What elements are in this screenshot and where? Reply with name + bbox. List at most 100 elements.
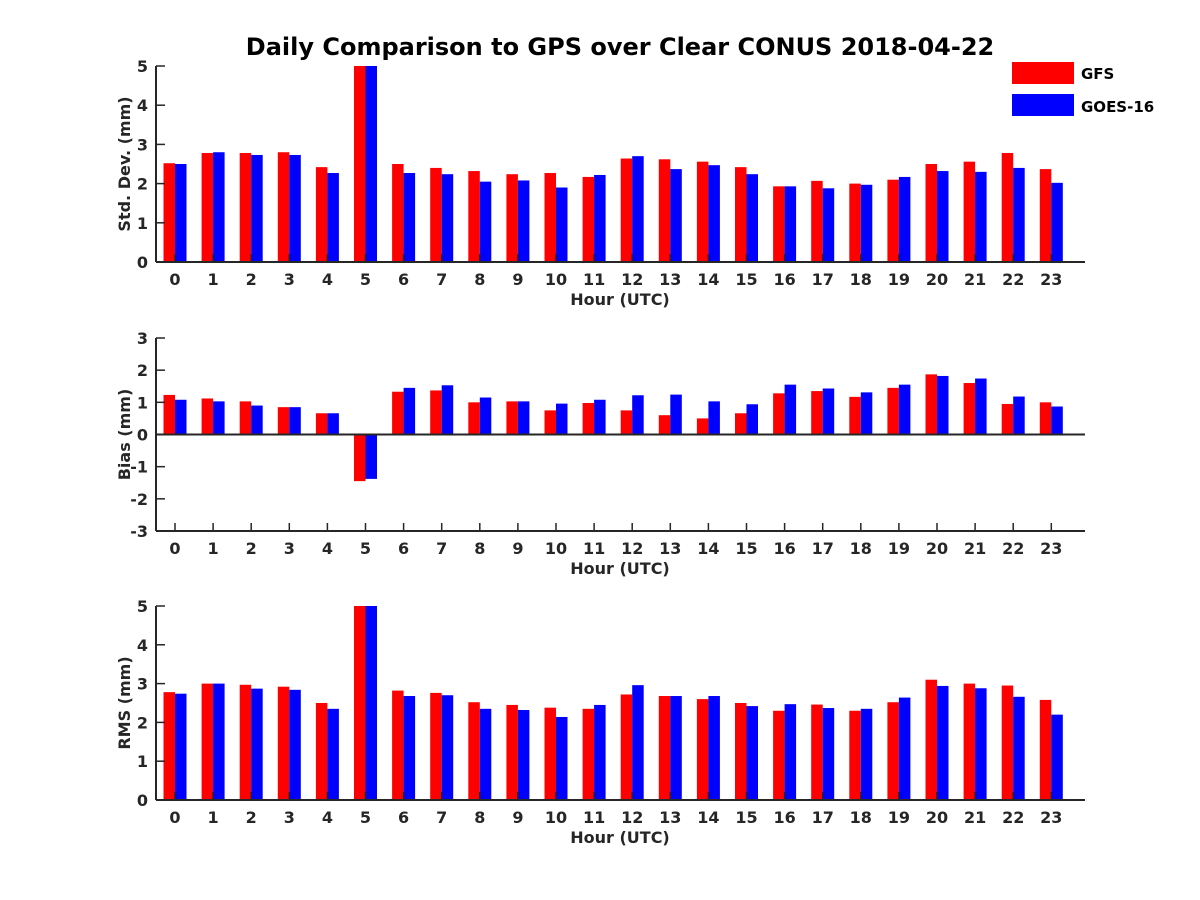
bar-bias-gfs-h8: [468, 402, 480, 435]
x-tick-label-bias-6: 6: [398, 539, 409, 558]
y-tick-label-rms-0: 0: [137, 791, 148, 810]
x-tick-label-bias-5: 5: [360, 539, 371, 558]
x-tick-label-bias-7: 7: [436, 539, 447, 558]
x-tick-label-std-dev-13: 13: [659, 270, 681, 289]
bar-std-dev-gfs-h15: [735, 167, 747, 262]
bar-std-dev-goes-h21: [975, 171, 987, 262]
x-tick-label-std-dev-4: 4: [322, 270, 333, 289]
bar-bias-goes-h15: [746, 404, 758, 435]
y-tick-label-std-dev-0: 0: [137, 253, 148, 272]
y-tick-label-rms-3: 3: [137, 675, 148, 694]
bar-rms-goes-h5: [365, 606, 377, 800]
x-tick-label-bias-8: 8: [474, 539, 485, 558]
x-tick-label-rms-16: 16: [773, 808, 795, 827]
bar-rms-goes-h0: [175, 693, 187, 800]
bar-bias-gfs-h18: [849, 396, 861, 435]
x-tick-label-rms-22: 22: [1002, 808, 1024, 827]
bar-rms-gfs-h20: [925, 679, 937, 800]
bar-std-dev-goes-h13: [670, 169, 682, 262]
x-tick-label-rms-23: 23: [1040, 808, 1062, 827]
bar-bias-goes-h16: [784, 384, 797, 435]
bar-rms-goes-h13: [670, 696, 682, 800]
bar-bias-goes-h17: [822, 388, 835, 435]
bar-std-dev-gfs-h3: [277, 152, 290, 262]
bar-rms-gfs-h14: [696, 699, 709, 800]
legend-swatch-goes: [1012, 94, 1074, 116]
x-tick-label-bias-15: 15: [735, 539, 757, 558]
bar-bias-goes-h5: [365, 434, 377, 479]
bar-rms-goes-h6: [403, 696, 416, 800]
legend: GFS GOES-16: [1012, 62, 1154, 116]
bar-std-dev-goes-h11: [594, 174, 606, 262]
y-tick-label-std-dev-3: 3: [137, 135, 148, 154]
bar-rms-gfs-h19: [887, 702, 899, 800]
x-tick-label-std-dev-23: 23: [1040, 270, 1062, 289]
bar-bias-gfs-h13: [658, 415, 671, 435]
bar-rms-gfs-h13: [658, 696, 671, 800]
x-tick-label-bias-3: 3: [284, 539, 295, 558]
bar-rms-goes-h18: [860, 708, 873, 800]
x-axis-label-rms: Hour (UTC): [570, 828, 670, 847]
bar-bias-goes-h20: [937, 375, 949, 435]
bar-rms-gfs-h1: [201, 683, 214, 800]
bar-std-dev-goes-h3: [289, 154, 301, 262]
bar-std-dev-goes-h5: [365, 66, 377, 262]
bar-bias-gfs-h22: [1001, 403, 1014, 435]
bar-rms-gfs-h3: [277, 686, 290, 800]
bar-rms-goes-h16: [784, 704, 797, 800]
y-tick-label-bias-6: 3: [137, 329, 148, 348]
x-tick-label-bias-20: 20: [926, 539, 948, 558]
y-tick-label-std-dev-5: 5: [137, 57, 148, 76]
x-tick-label-rms-0: 0: [169, 808, 180, 827]
bar-std-dev-goes-h22: [1013, 167, 1025, 262]
bar-std-dev-goes-h20: [937, 171, 949, 262]
bar-bias-gfs-h19: [887, 387, 899, 435]
x-tick-label-std-dev-14: 14: [697, 270, 719, 289]
bar-bias-gfs-h6: [392, 391, 404, 435]
bar-std-dev-gfs-h23: [1039, 169, 1052, 262]
x-tick-label-std-dev-16: 16: [773, 270, 795, 289]
bar-bias-goes-h18: [860, 392, 873, 435]
bar-rms-goes-h9: [517, 709, 530, 800]
x-tick-label-std-dev-1: 1: [208, 270, 219, 289]
y-axis-label-bias: Bias (mm): [115, 389, 134, 481]
x-tick-label-std-dev-6: 6: [398, 270, 409, 289]
y-tick-label-bias-4: 1: [137, 393, 148, 412]
bar-std-dev-gfs-h0: [163, 163, 175, 262]
x-tick-label-std-dev-0: 0: [169, 270, 180, 289]
bar-bias-gfs-h21: [963, 383, 976, 435]
bar-bias-goes-h10: [556, 403, 568, 435]
bar-std-dev-gfs-h6: [392, 164, 404, 262]
bar-std-dev-gfs-h10: [544, 173, 556, 262]
bar-bias-goes-h2: [251, 405, 263, 435]
bar-rms-gfs-h17: [811, 704, 823, 800]
bar-bias-gfs-h0: [163, 394, 175, 435]
bar-rms-goes-h10: [556, 716, 568, 800]
bar-bias-goes-h19: [898, 384, 911, 435]
x-tick-label-std-dev-10: 10: [545, 270, 567, 289]
y-tick-label-bias-0: -3: [130, 522, 148, 541]
bar-rms-goes-h2: [251, 688, 263, 800]
bar-std-dev-gfs-h8: [468, 171, 480, 262]
bar-bias-gfs-h2: [239, 401, 252, 435]
bar-rms-goes-h15: [746, 706, 758, 800]
bar-bias-goes-h14: [708, 401, 720, 435]
bar-std-dev-gfs-h21: [963, 161, 976, 262]
bar-rms-gfs-h15: [735, 703, 747, 800]
bar-rms-gfs-h18: [849, 710, 861, 800]
bar-bias-goes-h3: [289, 407, 301, 435]
x-tick-label-std-dev-3: 3: [284, 270, 295, 289]
x-tick-label-std-dev-19: 19: [888, 270, 910, 289]
x-tick-label-std-dev-7: 7: [436, 270, 447, 289]
bar-bias-goes-h4: [327, 413, 339, 435]
bar-bias-gfs-h14: [696, 418, 709, 435]
x-tick-label-rms-12: 12: [621, 808, 643, 827]
bar-rms-goes-h7: [441, 695, 454, 800]
x-tick-label-rms-11: 11: [583, 808, 605, 827]
bar-std-dev-gfs-h20: [925, 164, 937, 262]
x-tick-label-rms-13: 13: [659, 808, 681, 827]
